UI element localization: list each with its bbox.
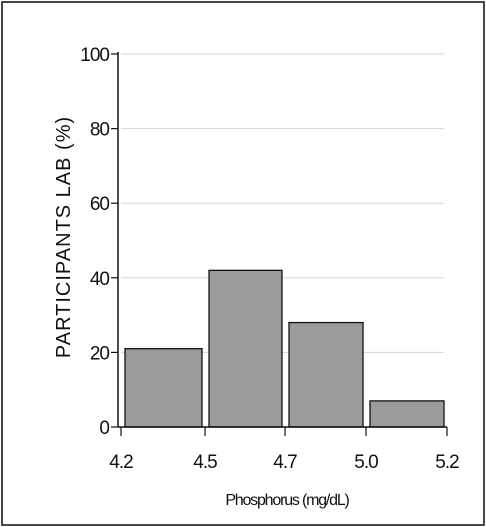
histogram-bar xyxy=(124,348,203,428)
x-axis-title: Phosphorus (mg/dL) xyxy=(225,492,349,509)
y-tick-label: 80 xyxy=(90,120,110,141)
x-tick-label: 4.2 xyxy=(109,452,133,473)
labels-layer: 0 20 40 60 80 100 4.2 4.5 4.7 5.0 5.2 xyxy=(80,45,460,473)
histogram-bar xyxy=(288,321,364,428)
y-tick-label: 20 xyxy=(90,343,110,364)
y-tick-label: 60 xyxy=(90,194,110,215)
y-tick-label: 40 xyxy=(90,269,110,290)
y-tick-label: 100 xyxy=(80,45,109,66)
x-tick-label: 5.0 xyxy=(354,452,378,473)
bars-layer xyxy=(124,269,445,428)
x-tick-label: 4.7 xyxy=(273,452,297,473)
x-tick-label: 4.5 xyxy=(193,452,217,473)
y-axis-title: PARTICIPANTS LAB (%) xyxy=(53,116,75,358)
grid-layer xyxy=(121,53,444,353)
histogram-bar xyxy=(369,400,445,428)
axes-layer xyxy=(111,52,448,436)
y-tick-label: 0 xyxy=(99,418,109,439)
x-tick-label: 5.2 xyxy=(435,452,459,473)
histogram-bar xyxy=(208,269,283,428)
